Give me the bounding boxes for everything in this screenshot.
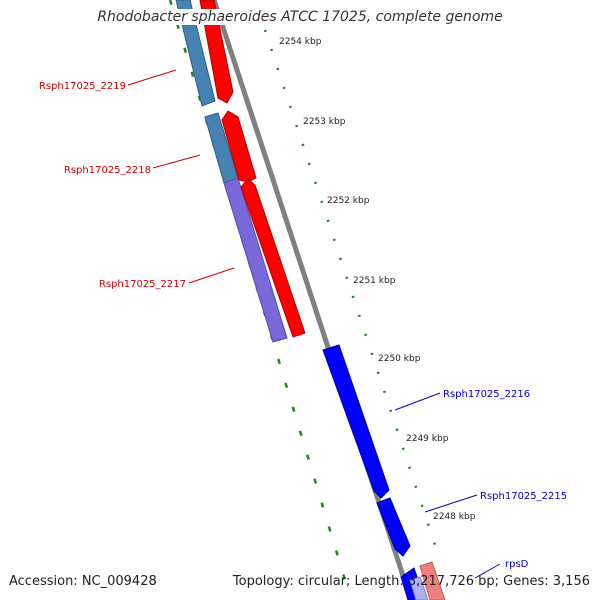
leader-line-2218 (152, 154, 201, 169)
leader-line-rpsd (474, 563, 501, 579)
gene-rsph17025-2215[interactable] (376, 497, 411, 557)
gene-rsph17025-2219[interactable] (175, 0, 216, 107)
gene-red-2[interactable] (221, 110, 257, 183)
map-title: Rhodobacter sphaeroides ATCC 17025, comp… (0, 9, 600, 25)
gene-label-rsph17025-2217[interactable]: Rsph17025_2217 (99, 279, 186, 290)
tick-label: 2250 kbp (378, 354, 421, 364)
gene-label-rsph17025-2218[interactable]: Rsph17025_2218 (64, 165, 151, 176)
genome-summary-text: Topology: circular; Length: 3,217,726 bp… (232, 574, 590, 589)
gene-rsph17025-2216[interactable] (322, 344, 390, 499)
gene-lavender[interactable] (409, 576, 429, 600)
gene-label-rsph17025-2215[interactable]: Rsph17025_2215 (480, 491, 567, 502)
tick-label: 2249 kbp (406, 434, 449, 444)
gene-label-rsph17025-2216[interactable]: Rsph17025_2216 (443, 389, 530, 400)
gene-rsph17025-2217[interactable] (223, 177, 288, 343)
gene-red-3[interactable] (240, 178, 306, 338)
leader-line-2215 (424, 494, 478, 513)
accession-text: Accession: NC_009428 (9, 574, 157, 589)
leader-line-2216 (394, 392, 441, 411)
gene-red-1[interactable] (199, 0, 234, 104)
genome-backbone (211, 0, 414, 600)
tick-label: 2253 kbp (303, 117, 346, 127)
tick-label: 2254 kbp (279, 37, 322, 47)
leader-line-2217 (188, 267, 235, 284)
tick-label: 2248 kbp (433, 512, 476, 522)
gene-label-rpsd[interactable]: rpsD (505, 559, 529, 570)
tick-label: 2252 kbp (327, 196, 370, 206)
leader-line-2219 (127, 69, 177, 86)
gene-pink[interactable] (419, 561, 446, 600)
gene-label-rsph17025-2219[interactable]: Rsph17025_2219 (39, 81, 126, 92)
tick-label: 2251 kbp (353, 276, 396, 286)
